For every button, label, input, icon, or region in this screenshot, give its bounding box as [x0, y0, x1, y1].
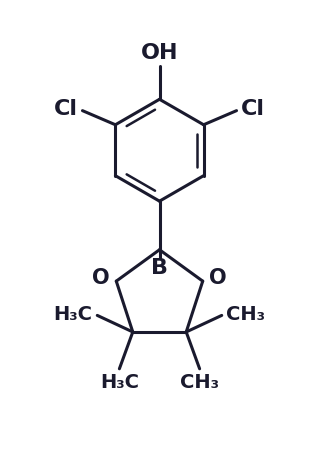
Text: Cl: Cl [54, 99, 78, 119]
Text: H₃C: H₃C [54, 305, 93, 324]
Text: H₃C: H₃C [100, 373, 139, 392]
Text: CH₃: CH₃ [180, 373, 219, 392]
Text: B: B [151, 258, 168, 278]
Text: CH₃: CH₃ [226, 305, 265, 324]
Text: OH: OH [141, 43, 178, 63]
Text: O: O [93, 268, 110, 288]
Text: Cl: Cl [241, 99, 265, 119]
Text: O: O [209, 268, 226, 288]
